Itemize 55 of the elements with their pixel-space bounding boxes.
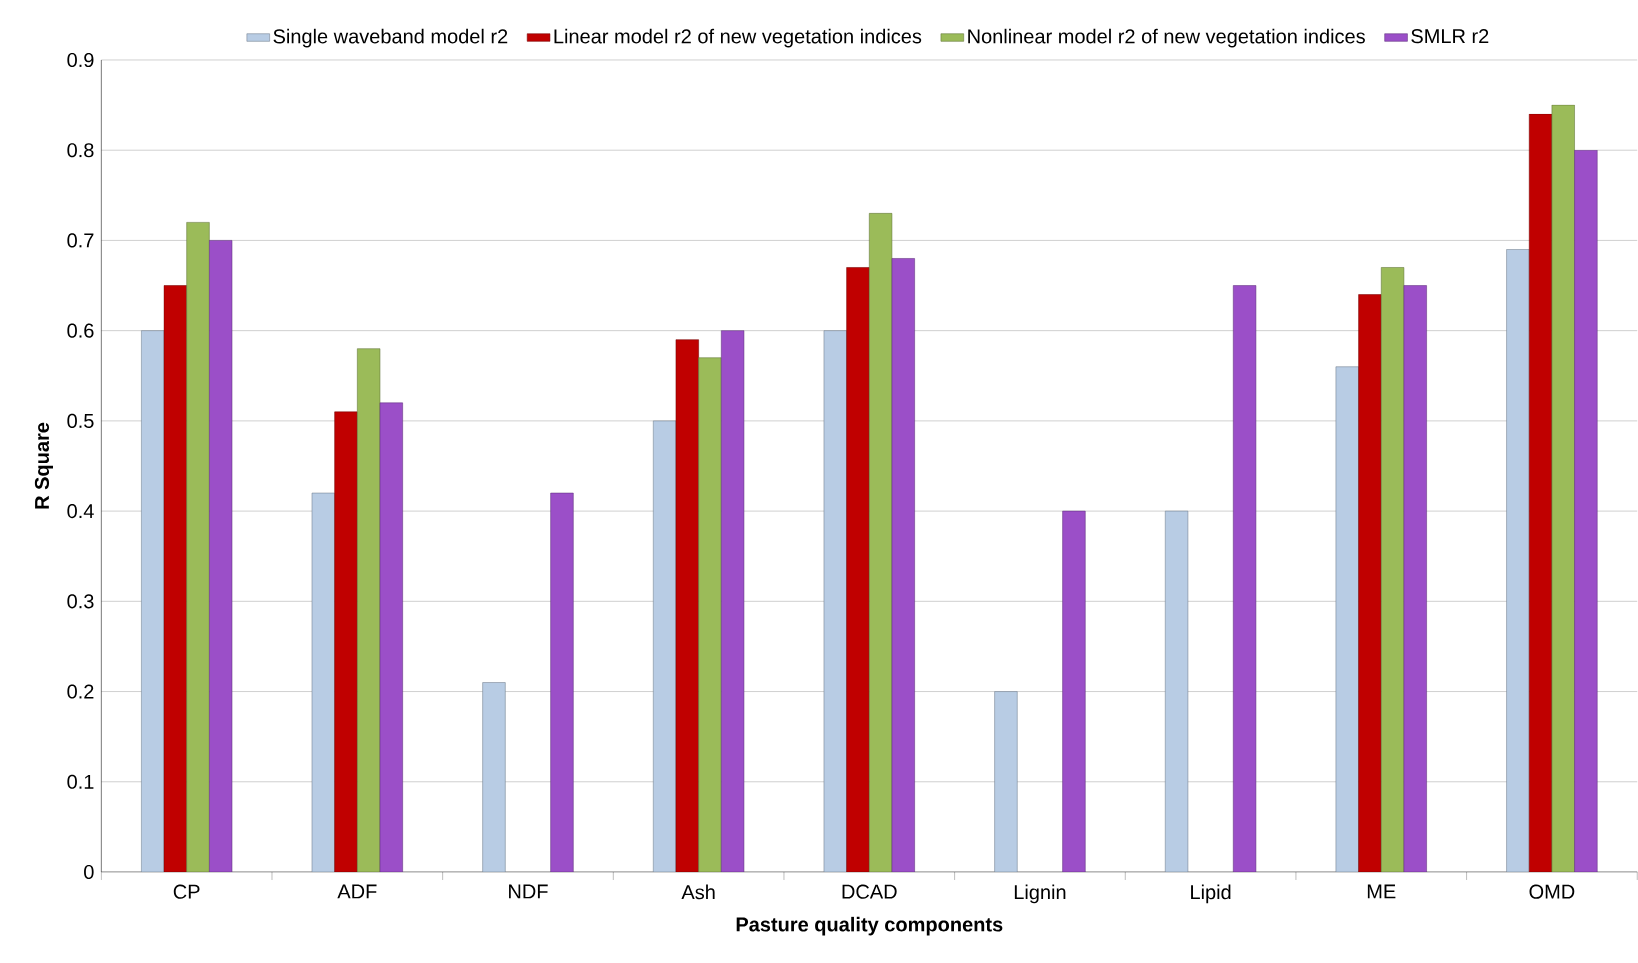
bar xyxy=(823,330,847,873)
legend-label: Nonlinear model r2 of new vegetation indices xyxy=(968,28,1365,48)
bar xyxy=(1528,114,1553,873)
bar xyxy=(482,682,506,873)
bar xyxy=(846,267,870,873)
bar xyxy=(721,330,745,873)
bar xyxy=(186,222,210,873)
bar xyxy=(141,330,165,873)
y-tick-label: 0.2 xyxy=(67,684,94,699)
legend-label: Linear model r2 of new vegetation indices xyxy=(554,28,922,48)
x-tick-label: CP xyxy=(173,884,200,899)
x-tick-label: Ash xyxy=(681,884,715,900)
bar xyxy=(1164,511,1189,873)
bar xyxy=(675,339,699,873)
bar xyxy=(891,258,915,873)
y-axis-title: R Square xyxy=(34,422,53,509)
x-tick-label: NDF xyxy=(509,884,548,899)
bar xyxy=(163,285,187,873)
bar xyxy=(698,357,722,873)
bar xyxy=(379,402,403,873)
bar xyxy=(311,492,335,873)
legend-label: Single waveband model r2 xyxy=(273,28,508,48)
legend-label: SMLR r2 xyxy=(1411,29,1489,44)
y-tick-label: 0.4 xyxy=(67,504,94,519)
bar xyxy=(869,213,893,873)
x-tick-label: ADF xyxy=(337,884,377,899)
y-tick-label: 0 xyxy=(84,865,94,880)
x-tick-label: ME xyxy=(1367,884,1396,899)
bar xyxy=(1403,285,1427,873)
bar xyxy=(1574,150,1598,873)
bar xyxy=(1551,105,1575,873)
bar xyxy=(1233,285,1257,873)
x-tick-label: DCAD xyxy=(842,884,897,899)
bar xyxy=(1335,366,1359,873)
bar xyxy=(1062,511,1086,873)
bar xyxy=(1358,294,1382,873)
y-tick-label: 0.5 xyxy=(67,413,94,429)
x-axis-title: Pasture quality components xyxy=(736,917,1003,936)
y-tick-label: 0.3 xyxy=(67,594,94,609)
x-tick-label: Lignin xyxy=(1014,884,1066,904)
y-tick-label: 0.8 xyxy=(67,143,94,158)
bar xyxy=(334,411,358,873)
bar xyxy=(1380,267,1405,873)
bar xyxy=(357,348,381,873)
bar xyxy=(209,240,233,873)
x-tick-label: OMD xyxy=(1529,884,1575,899)
y-tick-label: 0.6 xyxy=(67,323,94,338)
bar xyxy=(653,420,677,873)
bar xyxy=(550,492,574,873)
y-tick-label: 0.7 xyxy=(67,233,94,248)
x-tick-label: Lipid xyxy=(1191,884,1231,904)
bar xyxy=(1506,249,1530,873)
y-tick-label: 0.9 xyxy=(67,53,94,68)
bar xyxy=(994,691,1018,873)
y-tick-label: 0.1 xyxy=(67,774,94,790)
